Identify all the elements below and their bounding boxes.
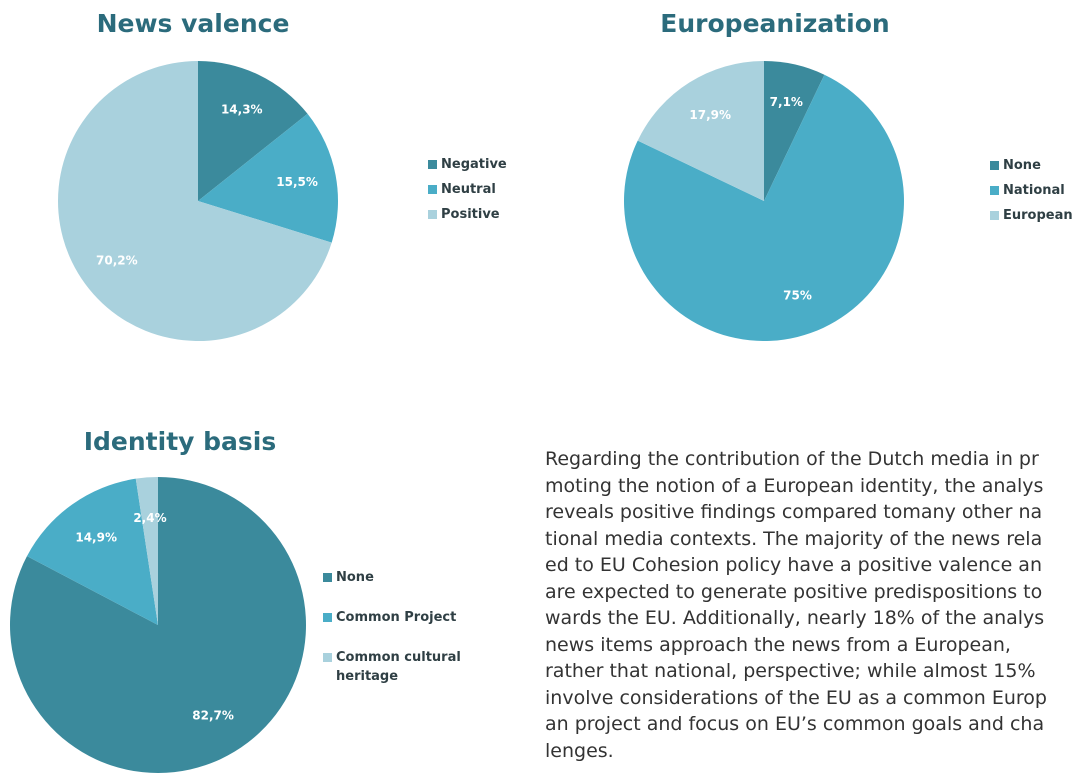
paragraph: Regarding the contribution of the Dutch … [545,446,1047,764]
legend-item: Positive [428,205,571,224]
pie-slice [57,61,332,341]
text-line: an project and focus on EU’s common goal… [545,713,1045,735]
legend-swatch [323,573,332,582]
legend-label: None [1003,158,1041,173]
legend-swatch [428,185,437,194]
slice-label: 14,9% [75,531,117,545]
pie-slice [10,477,307,773]
legend-swatch [990,161,999,170]
slice-label: 70,2% [96,253,138,267]
text-line: moting the notion of a European identity… [545,474,1044,497]
legend-label: Negative [441,157,507,172]
text-line: rather that national, perspective; while… [545,660,1036,682]
legend-item: Common Project [323,608,466,627]
slice-label: 7,1% [770,95,803,109]
legend-label: Positive [441,207,500,222]
legend-item: Neutral [428,180,571,199]
legend-label: National [1003,183,1065,198]
slice-label: 75% [783,289,812,303]
slice-label: 17,9% [689,108,731,122]
text-line: are expected to generate positive predis… [545,580,1043,603]
text-line: reveals positive findings compared toman… [545,501,1043,523]
pie-slice [637,61,764,201]
legend-swatch [990,211,999,220]
pie-slice [624,74,904,342]
legend-swatch [428,210,437,219]
legend-item: Common cultural heritage [323,648,466,686]
text-line: Regarding the contribution of the Dutch … [545,448,1039,470]
text-line: involve considerations of the EU as a co… [545,686,1047,709]
legend-label: European [1003,208,1073,223]
legend-swatch [323,613,332,622]
legend-item: None [990,156,1075,175]
legend-swatch [990,186,999,195]
pie-slice [198,61,308,201]
text-line: ed to EU Cohesion policy have a positive… [545,554,1042,576]
chart-title: Europeanization [660,9,889,38]
slice-label: 82,7% [192,709,234,723]
legend-swatch [428,160,437,169]
legend-item: None [323,568,466,587]
pie-slice [26,478,159,625]
pie-slice [135,477,158,625]
text-line: wards the EU. Additionally, nearly 18% o… [545,607,1045,629]
legend-label: Common cultural heritage [336,650,461,684]
chart-title: News valence [97,9,290,38]
text-line: lenges. [545,739,614,762]
slice-label: 14,3% [221,103,263,117]
pie-slice [764,61,825,201]
text-line: news items approach the news from a Euro… [545,633,1011,656]
legend-label: Common Project [336,610,457,625]
pie-slice [198,113,338,243]
legend-swatch [323,653,332,662]
legend-label: Neutral [441,182,496,197]
legend-item: European [990,206,1075,225]
slice-label: 2,4% [133,511,166,525]
slice-label: 15,5% [276,175,318,189]
text-line: tional media contexts. The majority of t… [545,527,1043,550]
chart-title: Identity basis [84,427,277,456]
legend-item: Negative [428,155,571,174]
legend-label: None [336,570,374,585]
legend-item: National [990,181,1075,200]
